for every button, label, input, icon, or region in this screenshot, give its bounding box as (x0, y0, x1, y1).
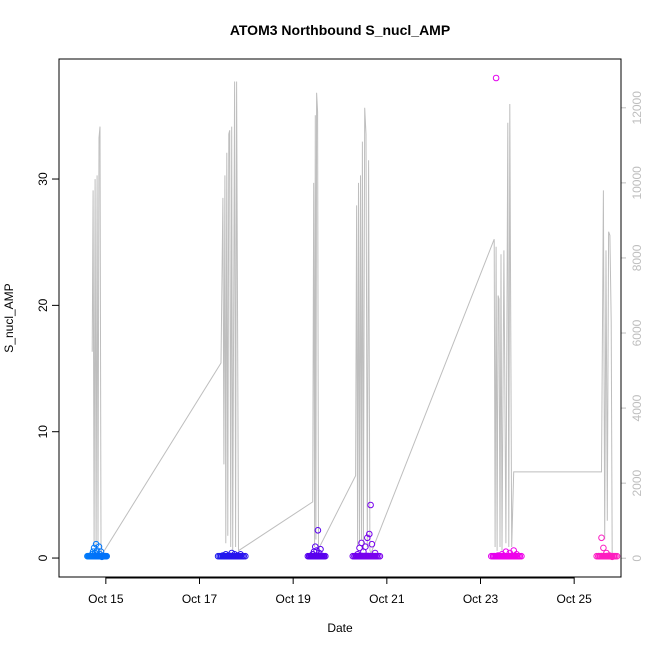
y2-tick-label: 0 (630, 555, 644, 562)
data-point (518, 552, 525, 560)
x-tick-label: Oct 17 (182, 592, 218, 606)
y2-tick-label: 2000 (630, 469, 644, 496)
secondary-series-layer (91, 81, 613, 559)
secondary-series-line (91, 81, 613, 559)
y2-tick-label: 4000 (630, 394, 644, 421)
chart-title: ATOM3 Northbound S_nucl_AMP (230, 22, 450, 38)
y-axis-label: S_nucl_AMP (2, 283, 16, 352)
x-axis-label: Date (327, 621, 353, 635)
data-point (613, 552, 621, 560)
data-point (314, 527, 322, 534)
data-point (598, 534, 605, 542)
data-point (600, 544, 607, 552)
y2-tick-label: 10000 (630, 166, 644, 200)
data-point (368, 540, 376, 548)
data-point (312, 543, 319, 551)
data-point (103, 552, 110, 560)
y-tick-label: 20 (36, 298, 50, 312)
y-tick-label: 10 (36, 425, 50, 439)
data-point (317, 545, 324, 553)
x-tick-label: Oct 21 (369, 592, 405, 606)
data-point (367, 501, 374, 509)
points-layer (84, 74, 621, 561)
y-tick-label: 30 (36, 172, 50, 186)
data-point (322, 552, 329, 560)
data-point (366, 530, 373, 538)
data-point (364, 534, 371, 542)
data-point (492, 74, 500, 82)
x-tick-label: Oct 15 (88, 592, 124, 606)
y2-tick-label: 6000 (630, 319, 644, 346)
x-tick-label: Oct 25 (556, 592, 592, 606)
plot-frame (58, 58, 622, 578)
x-tick-label: Oct 19 (275, 592, 311, 606)
x-tick-label: Oct 23 (463, 592, 499, 606)
data-point (242, 552, 249, 560)
data-point (358, 539, 365, 547)
y2-tick-label: 12000 (630, 91, 644, 125)
data-point (362, 543, 369, 551)
data-point (376, 552, 384, 560)
y2-tick-label: 8000 (630, 244, 644, 271)
y-tick-label: 0 (36, 554, 50, 561)
